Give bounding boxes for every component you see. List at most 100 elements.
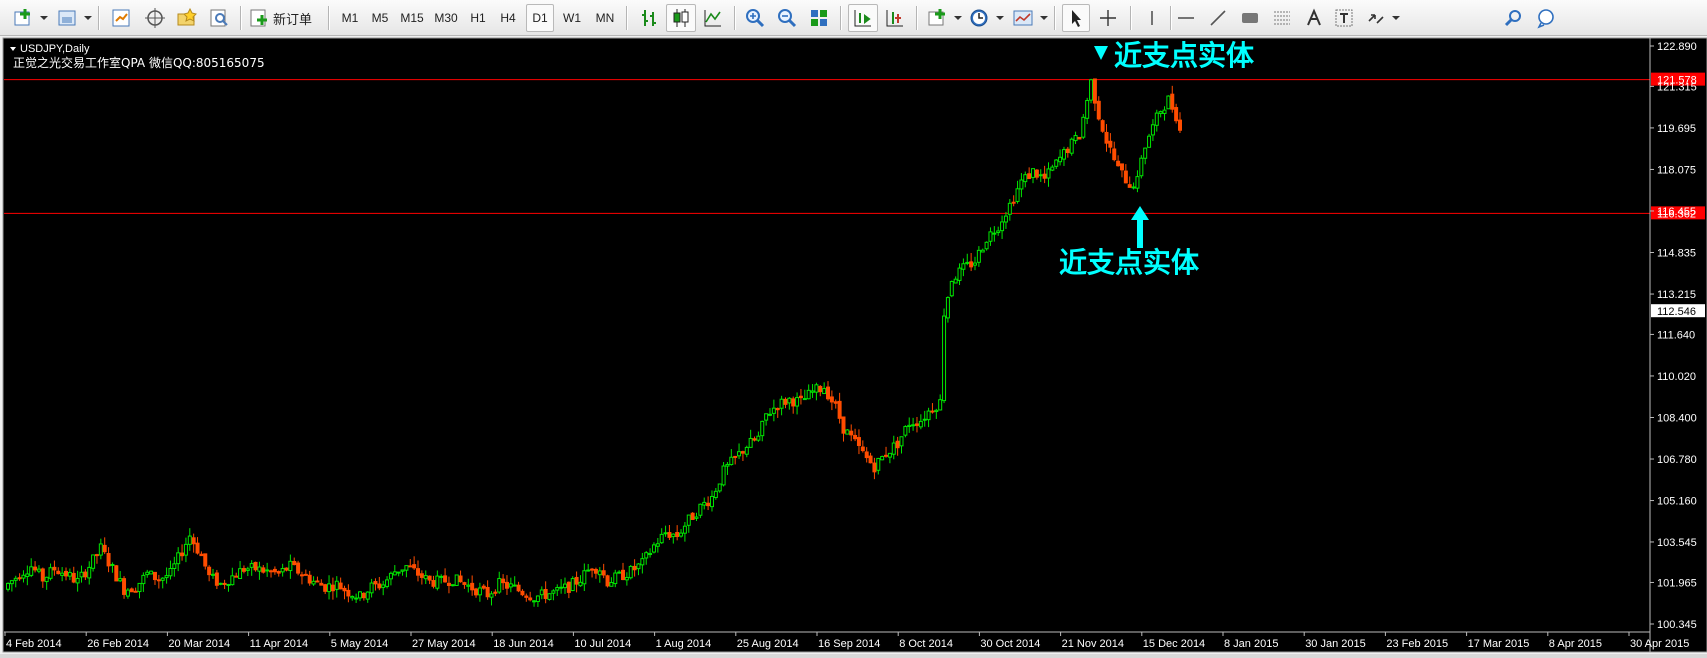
line-chart-button[interactable]: [698, 4, 728, 32]
candle-body: [613, 572, 618, 585]
candle-body: [354, 597, 359, 600]
candle-body: [551, 590, 556, 594]
candle-body: [582, 570, 587, 585]
candlestick-icon: [673, 9, 689, 27]
timeframe-h4[interactable]: H4: [500, 11, 516, 25]
search-button[interactable]: [1500, 4, 1528, 32]
bar-chart-button[interactable]: [634, 4, 664, 32]
vertical-line-tool-button[interactable]: [1138, 4, 1166, 32]
candle-body: [1089, 79, 1094, 101]
rectangle-tool-button[interactable]: [1236, 4, 1264, 32]
rectangle-icon: [1242, 13, 1258, 23]
timeframe-h1[interactable]: H1: [470, 11, 486, 25]
candle-body: [628, 565, 633, 579]
navigator-button[interactable]: [172, 4, 202, 32]
y-tick-label: 101.965: [1657, 577, 1697, 589]
y-tick-label: 106.780: [1657, 454, 1697, 466]
fibonacci-tool-button[interactable]: [1268, 4, 1296, 32]
candle-body: [377, 583, 382, 589]
x-tick-label: 11 Apr 2014: [250, 638, 309, 650]
indicators-button[interactable]: [922, 4, 952, 32]
x-tick-label: 25 Aug 2014: [737, 638, 799, 650]
chart-shift-button[interactable]: [880, 4, 910, 32]
new-order-label: 新订单: [273, 11, 313, 27]
trendline-tool-button[interactable]: [1204, 4, 1232, 32]
candle-body: [311, 580, 316, 585]
chart-shift-icon: [886, 10, 903, 27]
candle-body: [1154, 112, 1159, 126]
zoom-in-button[interactable]: [740, 4, 770, 32]
chart-window[interactable]: 121.578 116.362 122.890 121.315 119.695 118.…: [0, 36, 1707, 658]
profiles-button[interactable]: [52, 4, 82, 32]
x-tick-label: 16 Sep 2014: [818, 638, 880, 650]
candle-body: [234, 575, 239, 578]
text-label-tool-button[interactable]: [1330, 4, 1358, 32]
cursor-tool-button[interactable]: [1062, 4, 1090, 32]
candle-body: [187, 535, 192, 545]
arrows-tool-button[interactable]: [1362, 4, 1390, 32]
candle-body: [914, 423, 919, 426]
candle-body: [586, 569, 591, 572]
candle-body: [1092, 78, 1097, 104]
candle-body: [903, 426, 908, 436]
timeframe-m15[interactable]: M15: [400, 11, 424, 25]
chevron-down-icon[interactable]: [1392, 16, 1400, 20]
chevron-down-icon[interactable]: [10, 47, 16, 51]
price-chart[interactable]: 121.578 116.362 122.890 121.315 119.695 118.…: [0, 36, 1707, 654]
zoom-out-button[interactable]: [772, 4, 802, 32]
templates-icon: [1013, 10, 1033, 26]
x-tick-label: 27 May 2014: [412, 638, 476, 650]
candle-body: [783, 398, 788, 405]
terminal-button[interactable]: [204, 4, 234, 32]
candle-body: [814, 384, 819, 393]
timeframe-m5[interactable]: M5: [371, 11, 389, 25]
timeframe-w1[interactable]: W1: [563, 11, 581, 25]
chevron-down-icon[interactable]: [40, 16, 48, 20]
candle-body: [1011, 201, 1016, 204]
candle-body: [1069, 138, 1074, 154]
tile-windows-button[interactable]: [804, 4, 834, 32]
candle-body: [1143, 147, 1148, 159]
market-watch-button[interactable]: [106, 4, 136, 32]
candle-body: [845, 429, 850, 435]
periods-button[interactable]: [964, 4, 994, 32]
candle-body: [976, 249, 981, 263]
chevron-down-icon[interactable]: [954, 16, 962, 20]
text-tool-button[interactable]: [1300, 4, 1328, 32]
candle-body: [64, 570, 69, 577]
new-chart-button[interactable]: [8, 4, 38, 32]
timeframe-d1[interactable]: D1: [526, 4, 554, 32]
candle-body: [624, 576, 629, 581]
chevron-down-icon[interactable]: [996, 16, 1004, 20]
level-price-tag: [1651, 206, 1705, 220]
templates-button[interactable]: [1008, 4, 1038, 32]
crosshair-tool-button[interactable]: [1094, 4, 1122, 32]
candle-body: [1150, 124, 1155, 136]
bar-chart-icon: [642, 10, 656, 26]
chevron-down-icon[interactable]: [1040, 16, 1048, 20]
new-order-button[interactable]: 新订单: [248, 4, 320, 32]
auto-scroll-button[interactable]: [848, 4, 878, 32]
candle-body: [880, 456, 885, 461]
candle-body: [83, 571, 88, 578]
data-window-button[interactable]: [140, 4, 170, 32]
y-tick-label: 121.315: [1657, 81, 1697, 93]
candle-body: [1054, 159, 1059, 167]
arrow-up-icon: [1131, 206, 1149, 248]
timeframe-m1[interactable]: M1: [341, 11, 359, 25]
timeframe-mn[interactable]: MN: [595, 11, 615, 25]
candlestick-chart-button[interactable]: [666, 4, 696, 32]
x-tick-label: 15 Dec 2014: [1143, 638, 1205, 650]
candle-body: [764, 413, 769, 421]
candle-body: [404, 565, 409, 571]
candle-body: [191, 537, 196, 545]
chevron-down-icon[interactable]: [84, 16, 92, 20]
x-tick-label: 17 Mar 2015: [1468, 638, 1530, 650]
candle-body: [299, 574, 304, 577]
timeframe-m30[interactable]: M30: [434, 11, 458, 25]
chat-button[interactable]: [1532, 4, 1560, 32]
horizontal-line-tool-button[interactable]: [1172, 4, 1200, 32]
candle-body: [180, 552, 185, 557]
candle-body: [230, 575, 235, 586]
candle-body: [477, 587, 482, 596]
